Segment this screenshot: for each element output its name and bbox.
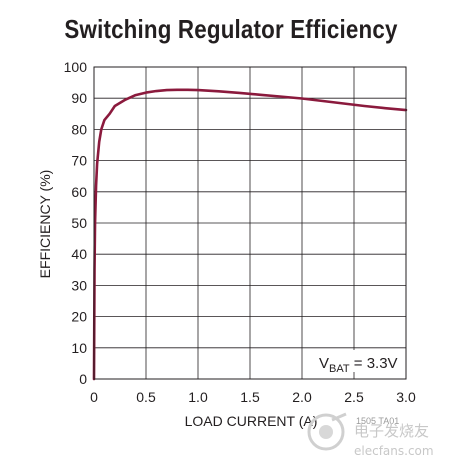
x-axis-title: LOAD CURRENT (A) — [185, 413, 318, 429]
x-tick-label: 0 — [90, 389, 98, 405]
y-tick-label: 60 — [71, 184, 87, 200]
y-tick-label: 40 — [71, 246, 87, 262]
watermark: 电子发烧友 elecfans.com — [302, 410, 462, 454]
y-tick-label: 50 — [71, 215, 87, 231]
watermark-logo-icon — [302, 410, 358, 454]
grid — [94, 67, 406, 379]
watermark-url: elecfans.com — [354, 444, 434, 458]
watermark-brand: 电子发烧友 — [354, 422, 429, 440]
vbat-annotation: VBAT = 3.3V — [314, 350, 398, 375]
y-axis-title: EFFICIENCY (%) — [37, 170, 53, 279]
y-tick-label: 80 — [71, 121, 87, 137]
x-tick-label: 3.0 — [396, 389, 416, 405]
watermark-text: 电子发烧友 elecfans.com — [354, 420, 434, 459]
y-tick-label: 70 — [71, 153, 87, 169]
y-tick-label: 0 — [79, 371, 87, 387]
x-tick-label: 1.5 — [240, 389, 260, 405]
x-tick-label: 2.0 — [292, 389, 312, 405]
x-tick-label: 0.5 — [136, 389, 156, 405]
annotation-suffix: = 3.3V — [350, 355, 398, 372]
y-tick-label: 90 — [71, 90, 87, 106]
annotation-subscript: BAT — [329, 363, 350, 375]
x-tick-label: 2.5 — [344, 389, 364, 405]
y-tick-label: 30 — [71, 277, 87, 293]
y-tick-label: 100 — [64, 59, 88, 75]
y-tick-label: 20 — [71, 309, 87, 325]
y-tick-label: 10 — [71, 340, 87, 356]
x-tick-label: 1.0 — [188, 389, 208, 405]
annotation-prefix: V — [319, 355, 329, 372]
